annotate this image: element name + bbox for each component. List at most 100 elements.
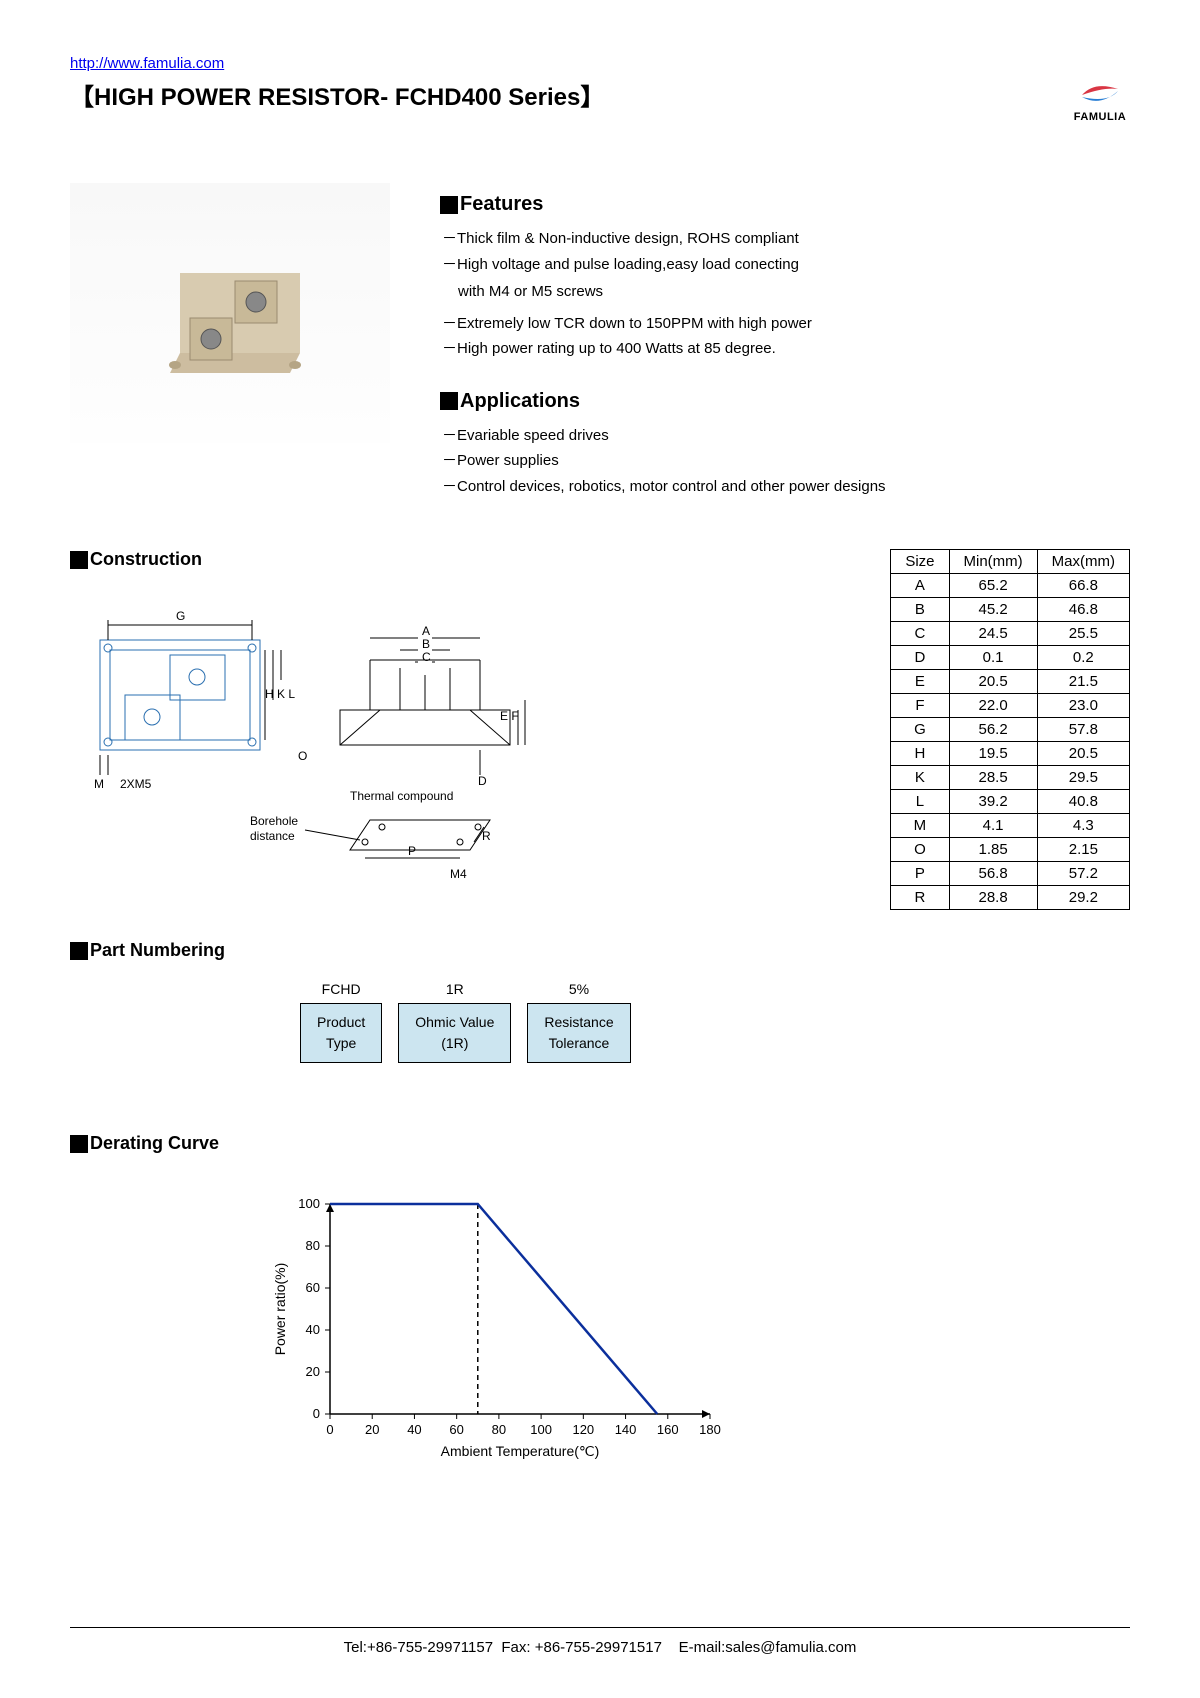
table-cell: O (891, 838, 949, 862)
feature-item: with M4 or M5 screws (440, 279, 1130, 305)
svg-text:140: 140 (615, 1422, 637, 1437)
table-cell: 2.15 (1037, 838, 1129, 862)
footer-email-label: E-mail: (679, 1639, 726, 1656)
svg-text:0: 0 (313, 1406, 320, 1421)
table-cell: 66.8 (1037, 574, 1129, 598)
table-cell: A (891, 574, 949, 598)
feature-item: －High power rating up to 400 Watts at 85… (440, 336, 1130, 362)
features-list: －Thick film & Non-inductive design, ROHS… (440, 226, 1130, 362)
table-cell: 46.8 (1037, 598, 1129, 622)
pn-top: 1R (398, 981, 511, 997)
footer-email: sales@famulia.com (725, 1639, 856, 1656)
table-cell: M (891, 814, 949, 838)
table-row: F22.023.0 (891, 694, 1130, 718)
derating-heading: Derating Curve (70, 1133, 1130, 1154)
svg-text:40: 40 (407, 1422, 421, 1437)
feature-item: －Extremely low TCR down to 150PPM with h… (440, 311, 1130, 337)
table-cell: 20.5 (1037, 742, 1129, 766)
svg-text:Ambient Temperature(℃): Ambient Temperature(℃) (441, 1443, 600, 1459)
table-cell: 19.5 (949, 742, 1037, 766)
table-cell: C (891, 622, 949, 646)
brand-logo: FAMULIA (1070, 77, 1130, 123)
table-cell: D (891, 646, 949, 670)
footer-rule (70, 1627, 1130, 1628)
svg-text:100: 100 (530, 1422, 552, 1437)
table-cell: 40.8 (1037, 790, 1129, 814)
svg-text:R: R (482, 829, 491, 843)
table-cell: 28.5 (949, 766, 1037, 790)
table-row: B45.246.8 (891, 598, 1130, 622)
table-cell: 57.2 (1037, 862, 1129, 886)
svg-text:100: 100 (298, 1196, 320, 1211)
table-cell: 23.0 (1037, 694, 1129, 718)
table-cell: 25.5 (1037, 622, 1129, 646)
size-table: Size Min(mm) Max(mm) A65.266.8B45.246.8C… (890, 549, 1130, 910)
table-cell: 56.2 (949, 718, 1037, 742)
pn-box: Ohmic Value(1R) (398, 1003, 511, 1063)
pn-cell: FCHDProductType (300, 981, 382, 1063)
svg-text:60: 60 (306, 1280, 320, 1295)
applications-list: －Evariable speed drives －Power supplies … (440, 423, 1130, 500)
part-numbering-row: FCHDProductType 1R Ohmic Value(1R) 5%Resist… (300, 981, 1130, 1063)
svg-text:D: D (478, 774, 487, 788)
table-cell: 21.5 (1037, 670, 1129, 694)
part-numbering-heading: Part Numbering (70, 940, 1130, 961)
table-cell: B (891, 598, 949, 622)
table-row: E20.521.5 (891, 670, 1130, 694)
pn-top: FCHD (300, 981, 382, 997)
svg-text:80: 80 (306, 1238, 320, 1253)
table-cell: 29.2 (1037, 886, 1129, 910)
footer-tel: Tel:+86-755-29971157 (344, 1639, 493, 1656)
table-row: G56.257.8 (891, 718, 1130, 742)
table-row: O1.852.15 (891, 838, 1130, 862)
table-cell: 22.0 (949, 694, 1037, 718)
table-cell: P (891, 862, 949, 886)
table-cell: 4.1 (949, 814, 1037, 838)
table-cell: F (891, 694, 949, 718)
svg-text:60: 60 (449, 1422, 463, 1437)
applications-heading: Applications (440, 390, 1130, 413)
table-cell: H (891, 742, 949, 766)
logo-icon (1078, 77, 1122, 109)
table-row: R28.829.2 (891, 886, 1130, 910)
table-row: C24.525.5 (891, 622, 1130, 646)
table-row: M4.14.3 (891, 814, 1130, 838)
table-cell: 0.1 (949, 646, 1037, 670)
feature-item: －High voltage and pulse loading,easy loa… (440, 252, 1130, 278)
table-cell: K (891, 766, 949, 790)
svg-text:A: A (422, 624, 430, 638)
svg-text:Power ratio(%): Power ratio(%) (272, 1263, 288, 1356)
svg-text:E F: E F (500, 709, 519, 723)
table-row: P56.857.2 (891, 862, 1130, 886)
svg-text:0: 0 (326, 1422, 333, 1437)
table-row: L39.240.8 (891, 790, 1130, 814)
header-url[interactable]: http://www.famulia.com (70, 55, 224, 72)
product-image (70, 183, 390, 443)
th-max: Max(mm) (1037, 550, 1129, 574)
table-cell: 45.2 (949, 598, 1037, 622)
svg-text:40: 40 (306, 1322, 320, 1337)
table-row: D0.10.2 (891, 646, 1130, 670)
svg-text:P: P (408, 844, 416, 858)
pn-cell: 5%ResistanceTolerance (527, 981, 630, 1063)
svg-text:B: B (422, 637, 430, 651)
footer: Tel:+86-755-29971157 Fax: +86-755-299715… (0, 1639, 1200, 1656)
th-size: Size (891, 550, 949, 574)
svg-text:Thermal compound: Thermal compound (350, 789, 453, 803)
svg-text:120: 120 (572, 1422, 594, 1437)
svg-text:20: 20 (365, 1422, 379, 1437)
derating-chart: 020406080100120140160180020406080100Ambi… (270, 1194, 1130, 1479)
th-min: Min(mm) (949, 550, 1037, 574)
table-row: K28.529.5 (891, 766, 1130, 790)
table-cell: 4.3 (1037, 814, 1129, 838)
table-cell: 56.8 (949, 862, 1037, 886)
table-cell: L (891, 790, 949, 814)
pn-box: ResistanceTolerance (527, 1003, 630, 1063)
svg-text:M4: M4 (450, 867, 467, 881)
table-cell: 20.5 (949, 670, 1037, 694)
table-cell: G (891, 718, 949, 742)
svg-text:180: 180 (699, 1422, 721, 1437)
table-row: H19.520.5 (891, 742, 1130, 766)
application-item: －Power supplies (440, 448, 1130, 474)
pn-cell: 1R Ohmic Value(1R) (398, 981, 511, 1063)
